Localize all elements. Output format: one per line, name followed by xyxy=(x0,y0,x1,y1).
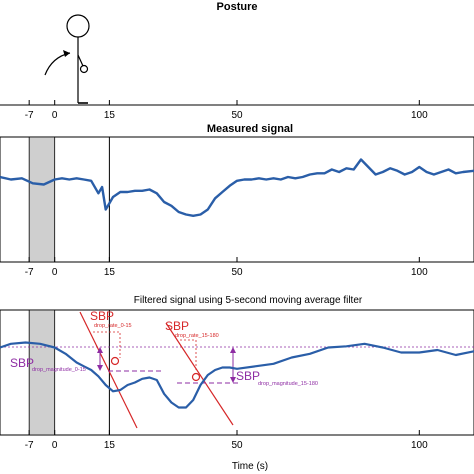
x-tick-label: 100 xyxy=(411,440,428,451)
drop-rate-15-180-sub: drop_rate_15-180 xyxy=(175,333,219,339)
x-tick-label: 0 xyxy=(52,110,58,121)
drop-rate-0-15-label: SBP xyxy=(90,309,114,323)
stand-up-arrow-icon xyxy=(44,50,71,76)
x-tick-label: 15 xyxy=(104,110,116,121)
x-tick-label: 100 xyxy=(411,110,428,121)
drop-rate-15-180-line xyxy=(165,322,234,426)
drop-magnitude-0-15-label: SBP xyxy=(10,356,34,370)
posture-title: Posture xyxy=(217,1,258,13)
measured-signal-line xyxy=(0,158,474,217)
x-tick-label: -7 xyxy=(25,110,34,121)
drop-magnitude-15-180-sub: drop_magnitude_15-180 xyxy=(258,381,318,387)
filtered-signal-line xyxy=(0,341,474,409)
drop-magnitude-0-15-sub: drop_magnitude_0-15 xyxy=(32,367,86,373)
x-tick-label: 50 xyxy=(231,267,243,278)
x-tick-label: 0 xyxy=(52,440,58,451)
measured-plot-frame xyxy=(0,136,474,263)
filtered-ticks: -7 0 15 50 100 xyxy=(25,430,428,451)
x-tick-label: -7 xyxy=(25,440,34,451)
drop-rate-0-15-marker xyxy=(110,356,120,366)
drop-rate-0-15-guide xyxy=(93,331,121,358)
drop-magnitude-0-15-arrow xyxy=(97,347,103,371)
measured-title: Measured signal xyxy=(207,123,293,135)
x-axis-label: Time (s) xyxy=(232,461,268,472)
x-tick-label: 0 xyxy=(52,267,58,278)
measured-ticks: -7 0 15 50 100 xyxy=(25,257,428,278)
drop-rate-15-180-guide xyxy=(180,339,197,372)
drop-magnitude-15-180-label: SBP xyxy=(236,369,260,383)
drop-rate-15-180-marker xyxy=(191,372,201,382)
drop-rate-0-15-sub: drop_rate_0-15 xyxy=(94,323,132,329)
x-tick-label: 15 xyxy=(104,440,116,451)
x-tick-label: 50 xyxy=(231,440,243,451)
x-tick-label: -7 xyxy=(25,267,34,278)
filtered-baseline-shade xyxy=(28,309,56,436)
drop-rate-0-15-line xyxy=(79,311,138,429)
drop-magnitude-15-180-arrow xyxy=(230,347,236,383)
x-tick-label: 50 xyxy=(231,110,243,121)
posture-ticks: -7 0 15 50 100 xyxy=(25,100,428,121)
stick-figure-icon xyxy=(66,14,90,104)
measured-baseline-shade xyxy=(28,136,56,263)
filtered-title: Filtered signal using 5-second moving av… xyxy=(134,295,363,306)
x-tick-label: 100 xyxy=(411,267,428,278)
drop-rate-15-180-label: SBP xyxy=(165,319,189,333)
x-tick-label: 15 xyxy=(104,267,116,278)
